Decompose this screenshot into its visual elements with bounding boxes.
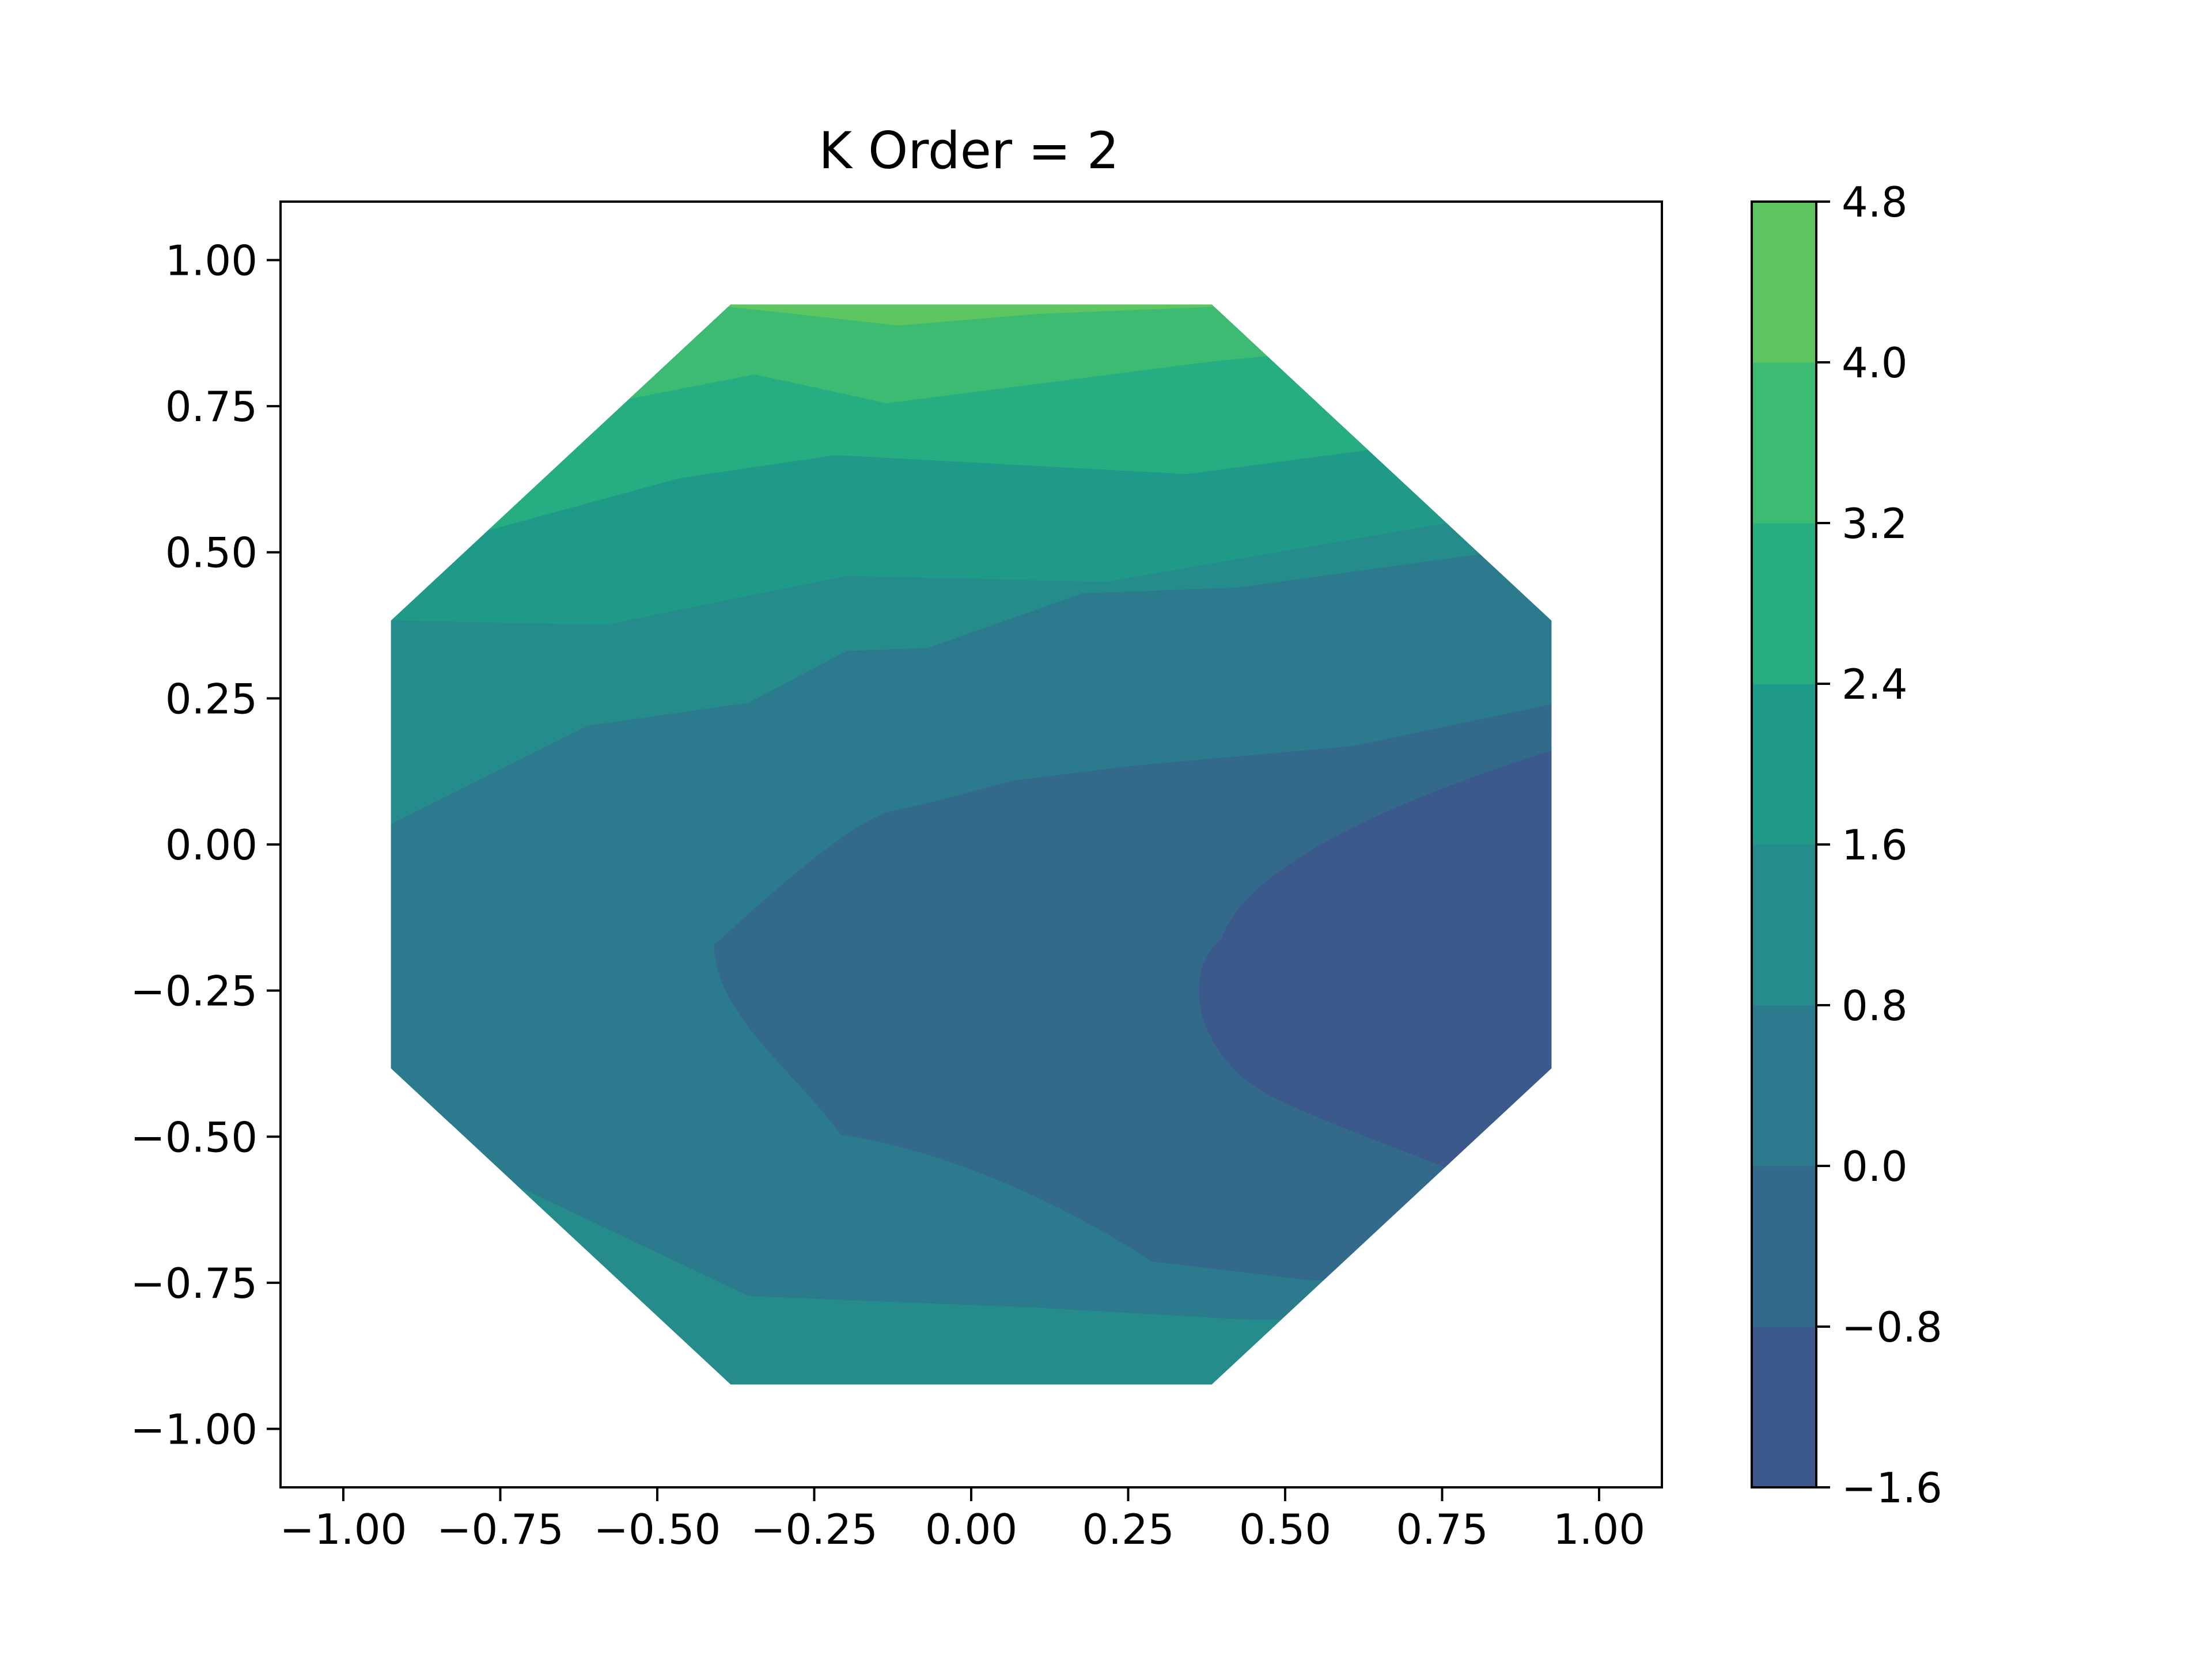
colorbar-band	[1752, 1327, 1816, 1488]
x-tick-label: 1.00	[1553, 1505, 1645, 1554]
colorbar-band	[1752, 684, 1816, 845]
colorbar-band	[1752, 1166, 1816, 1327]
x-tick-label: −0.75	[437, 1505, 564, 1554]
x-tick-label: 0.75	[1396, 1505, 1488, 1554]
y-tick-label: 1.00	[165, 236, 257, 285]
colorbar-band	[1752, 844, 1816, 1006]
colorbar-tick-label: 0.0	[1842, 1142, 1908, 1191]
chart-title: K Order = 2	[819, 121, 1119, 180]
colorbar-band	[1752, 523, 1816, 684]
y-tick-label: 0.25	[165, 675, 257, 723]
y-tick-label: −0.50	[130, 1113, 257, 1161]
x-tick-label: −1.00	[280, 1505, 407, 1554]
colorbar-tick-label: 4.0	[1842, 339, 1908, 387]
y-tick-label: 0.75	[165, 382, 257, 431]
colorbar-tick-label: 3.2	[1842, 499, 1908, 548]
y-tick-label: −0.75	[130, 1259, 257, 1308]
colorbar-tick-label: 4.8	[1842, 178, 1908, 226]
y-tick-label: −0.25	[130, 967, 257, 1016]
x-tick-label: 0.25	[1082, 1505, 1174, 1554]
colorbar-band	[1752, 362, 1816, 524]
x-tick-label: −0.50	[594, 1505, 721, 1554]
colorbar-band	[1752, 202, 1816, 363]
colorbar: −1.6 −0.8 0.0 0.8 1.6 2.4 3.2 4.0 4.8	[1751, 178, 1942, 1512]
colorbar-tick-label: −0.8	[1842, 1303, 1942, 1351]
y-tick-label: 0.00	[165, 821, 257, 869]
colorbar-band	[1752, 1005, 1816, 1166]
y-tick-label: −1.00	[130, 1406, 257, 1454]
x-tick-label: 0.50	[1239, 1505, 1331, 1554]
plot-area: −1.00 −0.75 −0.50 −0.25 0.00 0.25 0.50 0.75 1.00…	[130, 200, 1663, 1554]
colorbar-tick-label: 1.6	[1842, 821, 1908, 869]
x-tick-label: −0.25	[751, 1505, 878, 1554]
region--1.6--0.8	[1198, 732, 1552, 1187]
x-tick-label: 0.00	[925, 1505, 1017, 1554]
region-3.2-4.0	[391, 304, 1552, 421]
x-axis: −1.00 −0.75 −0.50 −0.25 0.00 0.25 0.50 0.75 1.00	[280, 1487, 1645, 1554]
y-axis: −1.00 −0.75 −0.50 −0.25 0.00 0.25 0.50 0.75 1.00	[130, 236, 281, 1454]
region-4.0-4.8	[709, 304, 1267, 325]
colorbar-tick-label: 0.8	[1842, 982, 1908, 1030]
colorbar-tick-label: −1.6	[1842, 1464, 1942, 1512]
colorbar-ticks: −1.6 −0.8 0.0 0.8 1.6 2.4 3.2 4.0 4.8	[1816, 178, 1942, 1512]
colorbar-bands	[1752, 202, 1816, 1488]
colorbar-tick-label: 2.4	[1842, 660, 1908, 709]
y-tick-label: 0.50	[165, 529, 257, 577]
